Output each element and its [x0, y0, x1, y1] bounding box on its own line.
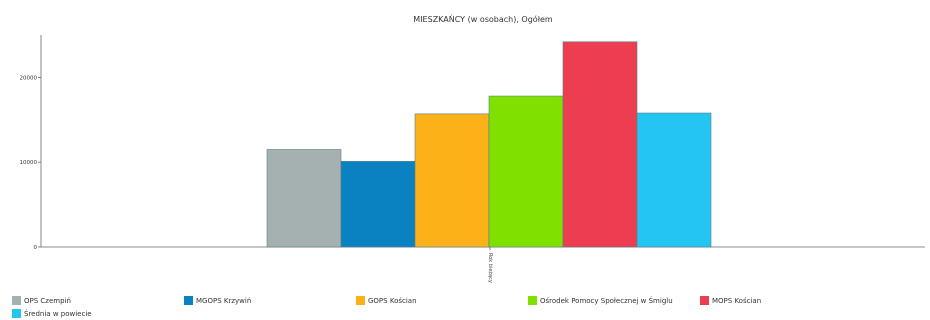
- y-tick-label: 10000: [20, 160, 38, 166]
- legend-label: OPS Czempiń: [24, 296, 71, 305]
- legend-item[interactable]: Średnia w powiecie: [12, 309, 92, 318]
- legend-swatch: [12, 296, 21, 305]
- bar-2[interactable]: [414, 113, 490, 248]
- bars: [266, 41, 712, 248]
- legend-item[interactable]: MGOPS Krzywiń: [184, 296, 251, 305]
- legend-label: GOPS Kościan: [368, 296, 417, 305]
- bar-1[interactable]: [340, 161, 416, 248]
- legend-label: Ośrodek Pomocy Społecznej w Śmiglu: [540, 296, 673, 305]
- legend-swatch: [528, 296, 537, 305]
- legend-label: Średnia w powiecie: [24, 309, 92, 318]
- legend-label: MGOPS Krzywiń: [196, 296, 252, 305]
- legend-item[interactable]: OPS Czempiń: [12, 296, 71, 305]
- bar-0[interactable]: [266, 149, 342, 248]
- y-tick-label: 0: [34, 245, 38, 251]
- bar-3[interactable]: [488, 95, 564, 248]
- legend-swatch: [12, 309, 21, 318]
- legend-label: MOPS Kościan: [712, 296, 762, 305]
- legend-item[interactable]: MOPS Kościan: [700, 296, 761, 305]
- y-tick-label: 20000: [20, 75, 38, 81]
- legend-swatch: [356, 296, 365, 305]
- bar-4[interactable]: [562, 41, 638, 248]
- legend-swatch: [700, 296, 709, 305]
- bar-5[interactable]: [636, 112, 712, 248]
- category-label: Rok bieżący: [487, 253, 493, 283]
- legend-item[interactable]: GOPS Kościan: [356, 296, 417, 305]
- legend-swatch: [184, 296, 193, 305]
- chart-title: MIESZKAŃCY (w osobach), Ogółem: [413, 13, 553, 24]
- legend-item[interactable]: Ośrodek Pomocy Społecznej w Śmiglu: [528, 296, 673, 305]
